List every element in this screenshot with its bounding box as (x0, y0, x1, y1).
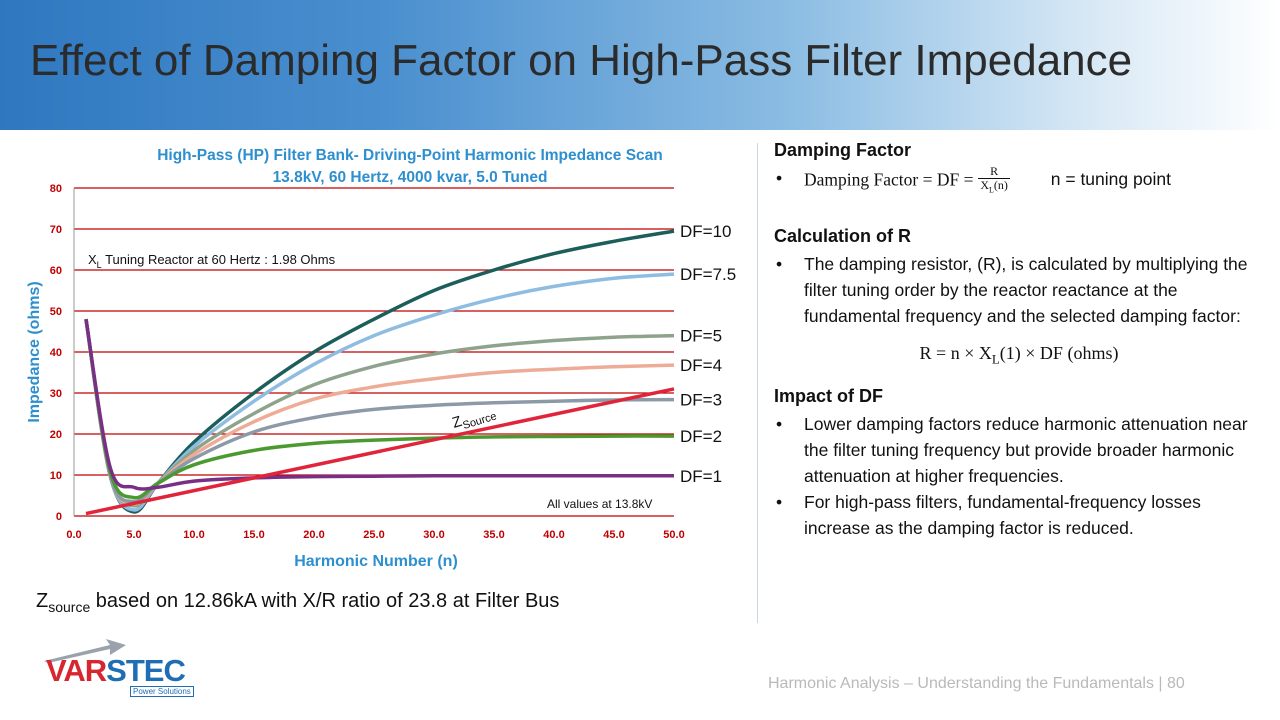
tuning-point-note: n = tuning point (1050, 169, 1171, 190)
impact-heading: Impact of DF (774, 385, 884, 406)
impact-list: Lower damping factors reduce harmonic at… (774, 411, 1264, 541)
x-tick-label: 15.0 (243, 529, 264, 541)
series-label: DF=5 (680, 327, 722, 346)
y-tick-label: 30 (50, 388, 62, 400)
x-tick-label: 0.0 (66, 529, 81, 541)
right-panel: Damping Factor Damping Factor = DF = R X… (774, 140, 1264, 541)
x-tick-label: 40.0 (543, 529, 564, 541)
x-tick-label: 25.0 (363, 529, 384, 541)
x-tick-label: 35.0 (483, 529, 504, 541)
series-label: DF=3 (680, 391, 722, 410)
chart-title: High-Pass (HP) Filter Bank- Driving-Poin… (157, 147, 663, 164)
calc-heading: Calculation of R (774, 226, 912, 247)
series-label: DF=1 (680, 467, 722, 486)
series-line-zsource (85, 387, 675, 516)
x-tick-label: 10.0 (183, 529, 204, 541)
x-axis-label: Harmonic Number (n) (294, 553, 458, 570)
y-tick-label: 20 (50, 429, 62, 441)
logo-arrow-icon (44, 639, 126, 663)
impedance-chart-svg: High-Pass (HP) Filter Bank- Driving-Poin… (26, 147, 736, 570)
series-line-df-3 (84, 318, 675, 504)
series-label: DF=2 (680, 427, 722, 446)
damping-fraction: R XL(n) (978, 164, 1010, 195)
y-tick-label: 50 (50, 306, 62, 318)
xl-annotation: XL Tuning Reactor at 60 Hertz : 1.98 Ohm… (88, 252, 336, 270)
x-tick-labels: 0.0 5.0 10.0 15.0 20.0 25.0 30.0 35.0 40.0 45.0 50… (66, 529, 684, 541)
logo-brand: VARSTEC (46, 653, 186, 688)
damping-heading: Damping Factor (774, 140, 912, 160)
series-labels: DF=10 DF=7.5 DF=5 DF=4 DF=3 DF=2 DF=1 (680, 222, 736, 486)
slide-footer: Harmonic Analysis – Understanding the Fu… (768, 675, 1185, 692)
y-tick-label: 40 (50, 347, 62, 359)
series-line-df-2 (84, 318, 675, 500)
panel-divider (757, 143, 758, 623)
series-line-df-1 (84, 318, 674, 491)
impact-bullet-1: Lower damping factors reduce harmonic at… (774, 411, 1264, 489)
x-tick-label: 30.0 (423, 529, 444, 541)
zsource-note: Zsource based on 12.86kA with X/R ratio … (36, 590, 560, 615)
calc-list: The damping resistor, (R), is calculated… (774, 251, 1264, 329)
varstec-logo: VARSTEC Power Solutions (40, 635, 200, 697)
impact-bullet-2: For high-pass filters, fundamental-frequ… (774, 489, 1264, 541)
y-axis-label: Impedance (ohms) (26, 281, 43, 422)
impedance-chart: High-Pass (HP) Filter Bank- Driving-Poin… (20, 140, 760, 580)
x-tick-label: 45.0 (603, 529, 624, 541)
series-line-df-7-5 (84, 272, 675, 512)
logo-tagline: Power Solutions (130, 686, 194, 697)
damping-list: Damping Factor = DF = R XL(n) n = tuning… (774, 165, 1264, 196)
y-tick-label: 0 (56, 511, 62, 523)
series-label: DF=7.5 (680, 265, 736, 284)
resistor-formula: R = n × XL(1) × DF (ohms) (919, 343, 1119, 367)
y-tick-label: 10 (50, 470, 62, 482)
series-lines (84, 229, 675, 516)
y-tick-label: 80 (50, 183, 62, 195)
slide-title: Effect of Damping Factor on High-Pass Fi… (30, 36, 1133, 85)
x-tick-label: 5.0 (126, 529, 141, 541)
y-tick-label: 60 (50, 265, 62, 277)
grid-lines (73, 187, 674, 517)
series-label: DF=4 (680, 356, 722, 375)
values-note: All values at 13.8kV (547, 497, 652, 511)
y-tick-label: 70 (50, 224, 62, 236)
series-label: DF=10 (680, 222, 732, 241)
damping-formula-lhs: Damping Factor = DF = (804, 169, 974, 190)
title-banner (0, 0, 1280, 130)
calc-bullet: The damping resistor, (R), is calculated… (774, 251, 1264, 329)
x-tick-label: 20.0 (303, 529, 324, 541)
y-tick-labels: 0 10 20 30 40 50 60 70 80 (50, 183, 62, 523)
x-tick-label: 50.0 (663, 529, 684, 541)
chart-subtitle: 13.8kV, 60 Hertz, 4000 kvar, 5.0 Tuned (273, 169, 548, 186)
damping-formula-item: Damping Factor = DF = R XL(n) n = tuning… (774, 165, 1264, 196)
